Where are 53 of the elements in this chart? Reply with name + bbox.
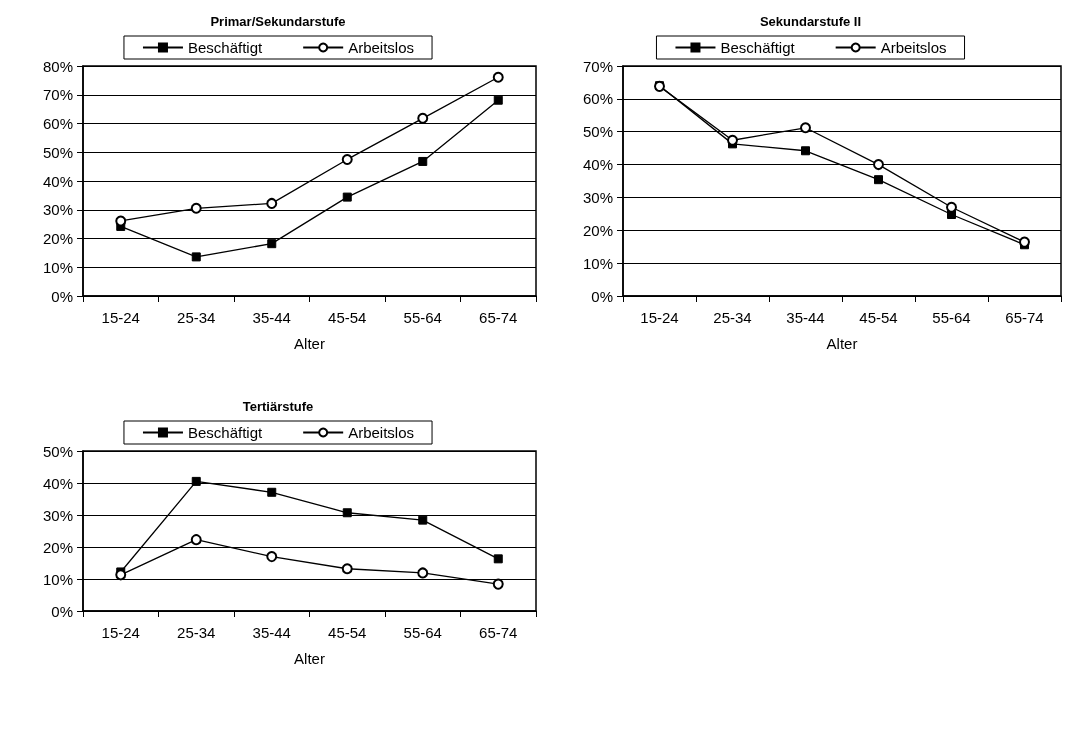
x-axis-title: Alter (294, 335, 325, 352)
y-tick-label: 80% (42, 57, 73, 75)
legend-label: Beschäftigt (720, 39, 796, 56)
y-tick-label: 20% (582, 221, 613, 239)
x-tick-label: 45-54 (328, 309, 367, 326)
y-tick-label: 60% (42, 115, 73, 132)
x-axis-title: Alter (826, 335, 858, 352)
x-tick-label: 45-54 (859, 309, 898, 326)
y-tick-label: 0% (51, 602, 73, 620)
y-tick-label: 30% (42, 506, 73, 524)
x-tick-label: 65-74 (479, 309, 518, 326)
y-tick-label: 30% (42, 201, 73, 219)
legend-label: Arbeitslos (348, 424, 415, 441)
y-tick-label: 50% (42, 442, 73, 460)
y-tick-label: 20% (42, 230, 73, 247)
legend-label: Beschäftigt (187, 424, 264, 441)
x-tick-label: 65-74 (479, 624, 518, 641)
x-tick-label: 25-34 (713, 309, 752, 326)
legend-label: Arbeitslos (880, 39, 947, 56)
y-tick-label: 40% (582, 156, 613, 174)
x-tick-label: 15-24 (640, 309, 679, 326)
y-tick-label: 10% (42, 258, 73, 276)
x-tick-label: 15-24 (101, 309, 140, 326)
y-tick-label: 30% (582, 188, 613, 206)
y-tick-label: 10% (582, 254, 613, 272)
chart-title: Sekundarstufe II (759, 14, 862, 29)
legend-label: Beschäftigt (187, 39, 264, 56)
x-tick-label: 35-44 (786, 309, 825, 326)
y-tick-label: 50% (42, 143, 73, 161)
x-tick-label: 35-44 (252, 309, 291, 326)
x-tick-label: 65-74 (1005, 309, 1044, 326)
x-tick-label: 55-64 (403, 309, 442, 326)
y-tick-label: 40% (42, 474, 73, 492)
x-tick-label: 55-64 (932, 309, 971, 326)
y-tick-label: 10% (42, 570, 73, 588)
chart-title: Tertiärstufe (242, 399, 314, 414)
x-axis-title: Alter (294, 650, 325, 667)
y-tick-label: 70% (582, 57, 613, 75)
y-tick-label: 0% (51, 287, 73, 305)
y-tick-label: 40% (42, 172, 73, 190)
y-tick-label: 70% (42, 86, 73, 104)
y-tick-label: 50% (582, 123, 613, 141)
y-tick-label: 0% (591, 287, 613, 305)
x-tick-label: 25-34 (177, 309, 216, 326)
legend-label: Arbeitslos (348, 39, 415, 56)
x-tick-label: 35-44 (252, 624, 291, 641)
x-tick-label: 15-24 (101, 624, 140, 641)
chart-title: Primar/Sekundarstufe (210, 14, 346, 29)
x-tick-label: 25-34 (177, 624, 216, 641)
y-tick-label: 20% (42, 538, 73, 556)
x-tick-label: 45-54 (328, 624, 367, 641)
y-tick-label: 60% (582, 90, 613, 108)
x-tick-label: 55-64 (403, 624, 442, 641)
